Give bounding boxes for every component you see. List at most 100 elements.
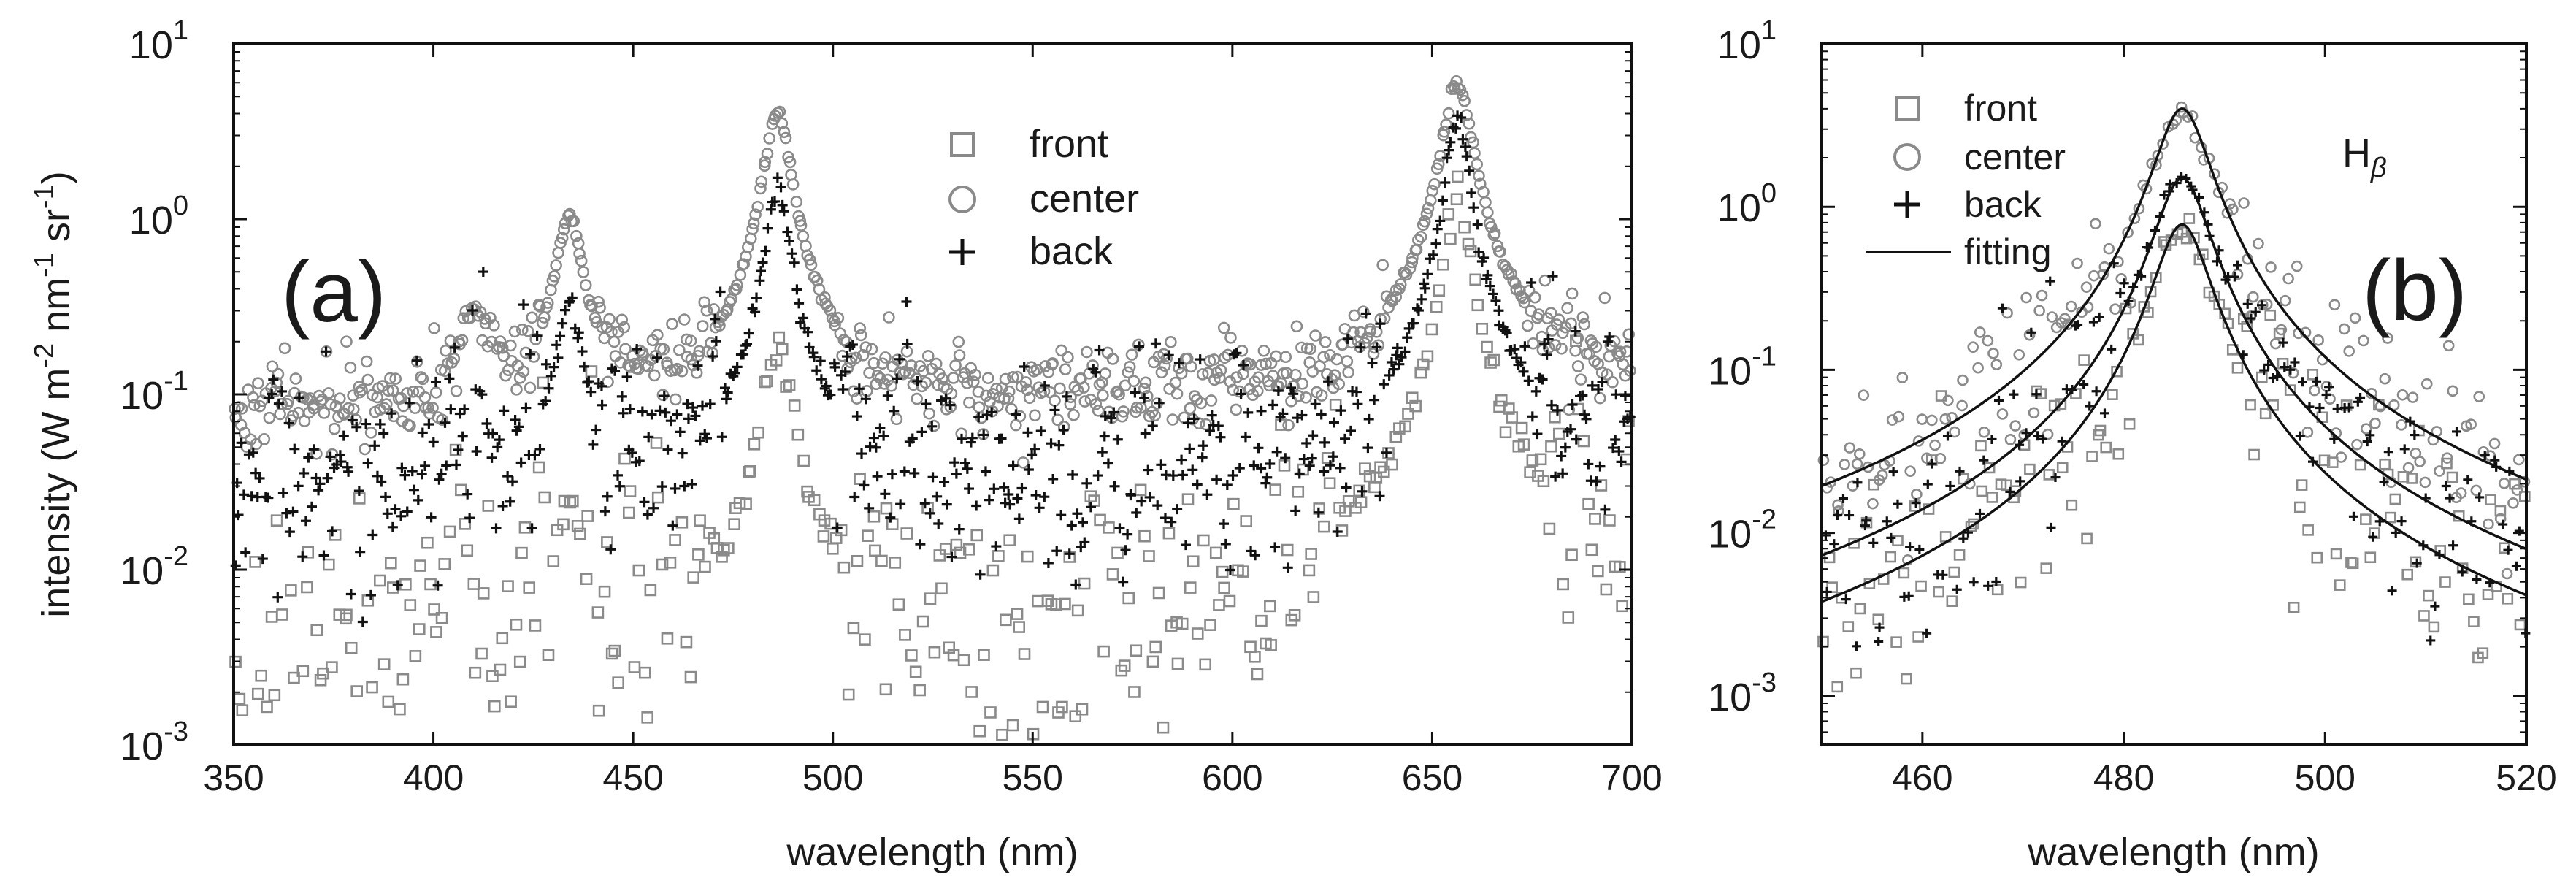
panel-a-center-point (1333, 378, 1346, 391)
panel-b-back-point (1993, 395, 2004, 405)
panel-a-back-point (804, 342, 815, 353)
panel-a-back-point (1610, 435, 1621, 446)
panel-a-back-point (1550, 471, 1561, 482)
panel-a-front-point (770, 354, 783, 367)
panel-a-back-point (798, 313, 809, 324)
panel-b-back-point (2233, 260, 2243, 270)
panel-a-back-point (1308, 430, 1319, 441)
panel-b-back-point (2441, 481, 2451, 491)
panel-a-center-point (577, 266, 590, 278)
panel-a-back-point (1369, 394, 1380, 405)
panel-a-back-point (1278, 408, 1289, 419)
panel-a-front-point (1585, 543, 1598, 557)
panel-a-back-point (416, 469, 427, 480)
panel-b-back-point (2031, 389, 2042, 399)
panel-a-back-point (927, 472, 938, 483)
panel-a-back-point (338, 430, 349, 441)
panel-a-center-point (387, 410, 400, 423)
panel-a-front-point (326, 661, 338, 673)
panel-a-back-point (445, 404, 456, 415)
panel-b-front-point (2446, 471, 2458, 483)
panel-b-back-point (2344, 402, 2354, 413)
panel-a-back-point (1043, 557, 1054, 568)
panel-a-front-point (310, 624, 323, 637)
panel-a-center-point (1081, 345, 1093, 359)
panel-a-center-point (428, 322, 440, 334)
panel-a-center-point (794, 219, 808, 232)
panel-a-center-point (790, 196, 803, 208)
panel-a-back-point (829, 362, 840, 372)
panel-a-back-point (1152, 500, 1163, 511)
ylabel-part2: nm (34, 278, 78, 343)
panel-a-back-point (875, 423, 886, 434)
panel-b-front-point (2514, 619, 2526, 631)
panel-a-center-point (642, 360, 654, 372)
panel-a-center-point (1522, 284, 1536, 297)
panel-b-front-point (2015, 576, 2027, 589)
panel-a-back-point (497, 500, 508, 511)
panel-a-back-point (322, 473, 333, 483)
panel-a-back-point (526, 523, 537, 534)
panel-a-back-point (1184, 443, 1195, 454)
panel-a-back-point (1144, 492, 1155, 502)
panel-a-back-point (832, 522, 843, 533)
panel-a-front-point (1545, 440, 1557, 453)
panel-a-front-point (851, 554, 864, 567)
panel-a-center-point (684, 334, 697, 347)
panel-b-center-point (2419, 476, 2431, 489)
panel-a-center-point (1622, 328, 1635, 341)
panel-b-center-point (2473, 391, 2485, 402)
panel-a-back-point (1159, 513, 1170, 524)
panel-b-back-point (2073, 320, 2083, 330)
panel-a-center-point (1099, 367, 1111, 380)
panel-a-front-point (1582, 497, 1595, 510)
panel-a-center-point (698, 296, 711, 309)
panel-a-back-point (1332, 526, 1343, 537)
panel-a-front-point (1515, 421, 1528, 435)
panel-a-front-point (992, 550, 1005, 562)
panel-b-center-point (2023, 329, 2036, 341)
panel-b-center-point (2396, 389, 2409, 401)
panel-a-front-point (900, 527, 913, 540)
panel-a-back-point (1456, 112, 1467, 123)
panel-a-back-point (889, 405, 900, 416)
panel-a-back-point (365, 589, 376, 600)
panel-a-back-point (722, 387, 733, 398)
panel-a-back-point (1556, 451, 1567, 462)
panel-a-center-point (749, 208, 762, 221)
panel-a-center-point (1227, 383, 1240, 397)
panel-a-back-point (1445, 137, 1456, 148)
panel-b-back-point (1829, 539, 1839, 549)
panel-a-back-point (1249, 460, 1260, 471)
panel-b-center-point (2388, 399, 2400, 411)
panel-a-back-point (1435, 215, 1446, 226)
panel-a-center-point (494, 335, 507, 348)
panel-a-center-point (1458, 94, 1471, 107)
panel-a-front-point (413, 623, 426, 635)
panel-a-front-point (788, 399, 801, 412)
panel-a-front-point (1269, 483, 1282, 496)
fitting-curve-center (1821, 107, 2527, 487)
panel-a-front-point (842, 688, 855, 701)
panel-a-center-point (1003, 385, 1016, 398)
panel-a-back-point (1587, 380, 1598, 391)
panel-a-front-point (265, 611, 278, 623)
panel-a-front-point (624, 485, 637, 497)
panel-b-front-point (2410, 556, 2422, 568)
panel-a-front-point (1003, 534, 1016, 547)
panel-a-back-point (637, 406, 648, 417)
panel-a-center-point (890, 413, 903, 426)
panel-a-back-point (1099, 431, 1110, 442)
panel-b-x-tick-label: 460 (1892, 757, 1952, 798)
panel-a-center-point (426, 402, 439, 414)
panel-a-back-point (1114, 523, 1125, 534)
panel-a-front-point (574, 527, 586, 540)
panel-a-back-point (616, 391, 627, 402)
panel-a-back-point (555, 331, 566, 342)
panel-a-back-point (902, 338, 913, 349)
panel-b-back-point (2088, 317, 2098, 327)
panel-b-front-point (2485, 494, 2496, 505)
panel-a-back-point (1604, 332, 1615, 343)
panel-a-back-point (1220, 538, 1231, 549)
panel-a-back-point (1381, 447, 1392, 458)
